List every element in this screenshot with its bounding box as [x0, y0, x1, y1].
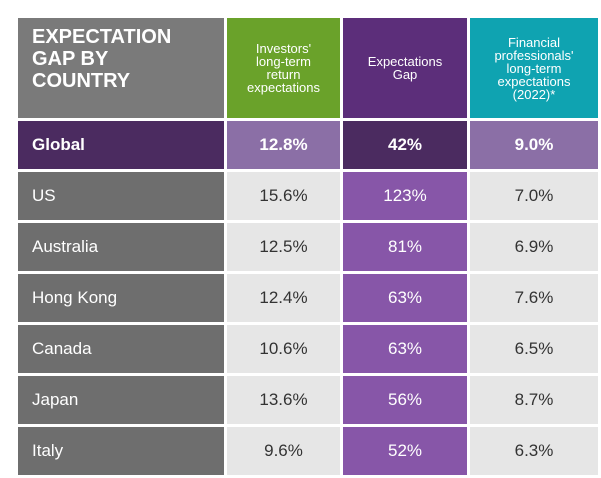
row-label: Global [18, 121, 224, 169]
gap-value: 52% [343, 427, 467, 475]
investors-value: 12.8% [227, 121, 340, 169]
investors-value: 12.4% [227, 274, 340, 322]
table-row: Japan 13.6% 56% 8.7% [18, 376, 601, 424]
investors-value: 13.6% [227, 376, 340, 424]
gap-value: 63% [343, 274, 467, 322]
row-label: US [18, 172, 224, 220]
header-gap: Expectations Gap [343, 18, 467, 118]
row-label: Canada [18, 325, 224, 373]
header-professionals: Financial professionals' long-term expec… [470, 18, 598, 118]
investors-value: 15.6% [227, 172, 340, 220]
header-row: EXPECTATION GAP BY COUNTRY Investors' lo… [18, 18, 601, 118]
table-row: US 15.6% 123% 7.0% [18, 172, 601, 220]
row-label: Hong Kong [18, 274, 224, 322]
expectation-gap-table: EXPECTATION GAP BY COUNTRY Investors' lo… [18, 18, 601, 478]
gap-value: 56% [343, 376, 467, 424]
investors-value: 9.6% [227, 427, 340, 475]
gap-value: 81% [343, 223, 467, 271]
gap-value: 42% [343, 121, 467, 169]
professionals-value: 6.9% [470, 223, 598, 271]
row-label: Australia [18, 223, 224, 271]
professionals-value: 6.5% [470, 325, 598, 373]
table-row: Canada 10.6% 63% 6.5% [18, 325, 601, 373]
gap-value: 63% [343, 325, 467, 373]
professionals-value: 6.3% [470, 427, 598, 475]
table-row: Australia 12.5% 81% 6.9% [18, 223, 601, 271]
table-row: Italy 9.6% 52% 6.3% [18, 427, 601, 475]
gap-value: 123% [343, 172, 467, 220]
table-title: EXPECTATION GAP BY COUNTRY [18, 18, 224, 118]
table-row: Hong Kong 12.4% 63% 7.6% [18, 274, 601, 322]
header-investors: Investors' long-term return expectations [227, 18, 340, 118]
professionals-value: 7.0% [470, 172, 598, 220]
professionals-value: 7.6% [470, 274, 598, 322]
professionals-value: 8.7% [470, 376, 598, 424]
professionals-value: 9.0% [470, 121, 598, 169]
investors-value: 10.6% [227, 325, 340, 373]
row-label: Japan [18, 376, 224, 424]
row-label: Italy [18, 427, 224, 475]
investors-value: 12.5% [227, 223, 340, 271]
global-row: Global 12.8% 42% 9.0% [18, 121, 601, 169]
